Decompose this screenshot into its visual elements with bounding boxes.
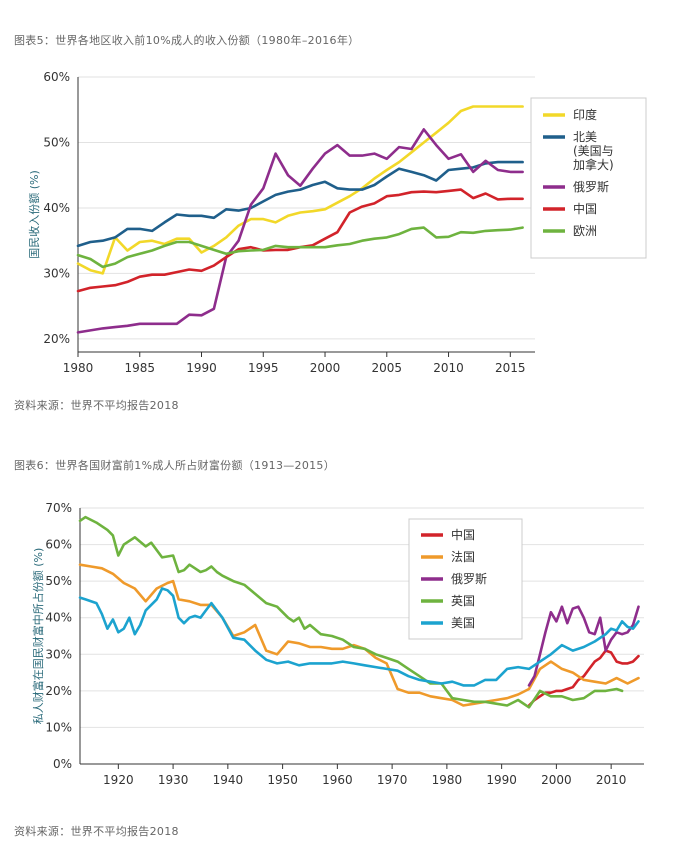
x-tick-label: 2010 xyxy=(433,361,464,375)
x-tick-label: 1990 xyxy=(186,361,217,375)
legend-label-line: 俄罗斯 xyxy=(451,572,487,586)
legend-label-line: 美国 xyxy=(451,616,475,630)
x-tick-label: 1930 xyxy=(158,773,189,787)
x-tick-label: 1990 xyxy=(486,773,517,787)
y-tick-label: 40% xyxy=(43,201,70,215)
x-tick-label: 2000 xyxy=(541,773,572,787)
legend-label-line: 印度 xyxy=(573,107,597,122)
x-tick-label: 1995 xyxy=(248,361,279,375)
fig5-caption: 图表5：世界各地区收入前10%成人的收入份额（1980年–2016年） xyxy=(14,34,360,47)
series-line xyxy=(76,160,524,248)
y-tick-label: 10% xyxy=(45,720,72,734)
legend-label: 印度 xyxy=(573,107,597,122)
y-axis-label: 国民收入份额 (%) xyxy=(27,170,41,259)
x-tick-label: 1960 xyxy=(322,773,353,787)
series-line xyxy=(527,649,640,707)
series-line xyxy=(78,515,624,709)
legend-label-line: 俄罗斯 xyxy=(573,180,609,194)
x-tick-label: 2000 xyxy=(310,361,341,375)
y-tick-label: 40% xyxy=(45,611,72,625)
legend-label-line: 欧洲 xyxy=(573,224,597,238)
y-tick-label: 60% xyxy=(45,538,72,552)
legend-label-line: 中国 xyxy=(451,527,475,542)
fig6-caption: 图表6：世界各国财富前1%成人所占财富份额（1913—2015） xyxy=(14,459,336,472)
legend-label: 中国 xyxy=(451,527,475,542)
wealth-share-chart: 0% 10% 20% 30% 40% 50% 60% 70% 1920 1930 1940 1950 1… xyxy=(31,501,644,787)
legend-label: 北美(美国与加拿大) xyxy=(573,130,614,172)
y-axis-label: 私人财富在国民财富中所占份额 (%) xyxy=(31,548,45,725)
x-tick-label: 1985 xyxy=(124,361,155,375)
x-tick-label: 1970 xyxy=(377,773,408,787)
series-line xyxy=(78,587,640,687)
x-tick-label: 1920 xyxy=(103,773,134,787)
legend-label: 俄罗斯 xyxy=(451,572,487,586)
y-tick-label: 30% xyxy=(43,266,70,280)
x-tick-label: 2005 xyxy=(372,361,403,375)
fig5-source: 资料来源：世界不平均报告2018 xyxy=(14,399,179,412)
x-tick-label: 2010 xyxy=(596,773,627,787)
y-tick-label: 60% xyxy=(43,70,70,84)
series-line xyxy=(76,128,524,334)
legend-label-line: (美国与 xyxy=(573,144,614,158)
y-tick-label: 20% xyxy=(45,684,72,698)
legend-label: 欧洲 xyxy=(573,224,597,238)
legend-label: 法国 xyxy=(451,550,475,564)
x-tick-label: 1980 xyxy=(63,361,94,375)
x-tick-label: 1950 xyxy=(267,773,298,787)
series-line xyxy=(76,105,524,275)
x-tick-label: 1980 xyxy=(432,773,463,787)
legend-label: 美国 xyxy=(451,616,475,630)
series-line xyxy=(76,226,524,269)
y-tick-label: 50% xyxy=(43,135,70,149)
y-tick-label: 30% xyxy=(45,647,72,661)
y-tick-label: 50% xyxy=(45,574,72,588)
legend-label-line: 北美 xyxy=(573,130,597,144)
series-line xyxy=(78,563,640,707)
fig6-source: 资料来源：世界不平均报告2018 xyxy=(14,825,179,838)
legend-label: 英国 xyxy=(451,594,475,608)
y-tick-label: 70% xyxy=(45,501,72,515)
series-line xyxy=(527,605,640,687)
legend-label-line: 英国 xyxy=(451,594,475,608)
x-tick-label: 2015 xyxy=(495,361,526,375)
income-share-chart: 20% 30% 40% 50% 60% 1980 1985 1990 1995 2000 2005 2… xyxy=(27,70,647,375)
x-tick-label: 1940 xyxy=(213,773,244,787)
legend-label-line: 加拿大) xyxy=(573,157,614,172)
legend-label: 中国 xyxy=(573,201,597,216)
y-tick-label: 0% xyxy=(53,757,72,771)
legend-label-line: 中国 xyxy=(573,201,597,216)
y-tick-label: 20% xyxy=(43,332,70,346)
legend-label: 俄罗斯 xyxy=(573,180,609,194)
legend-label-line: 法国 xyxy=(451,550,475,564)
